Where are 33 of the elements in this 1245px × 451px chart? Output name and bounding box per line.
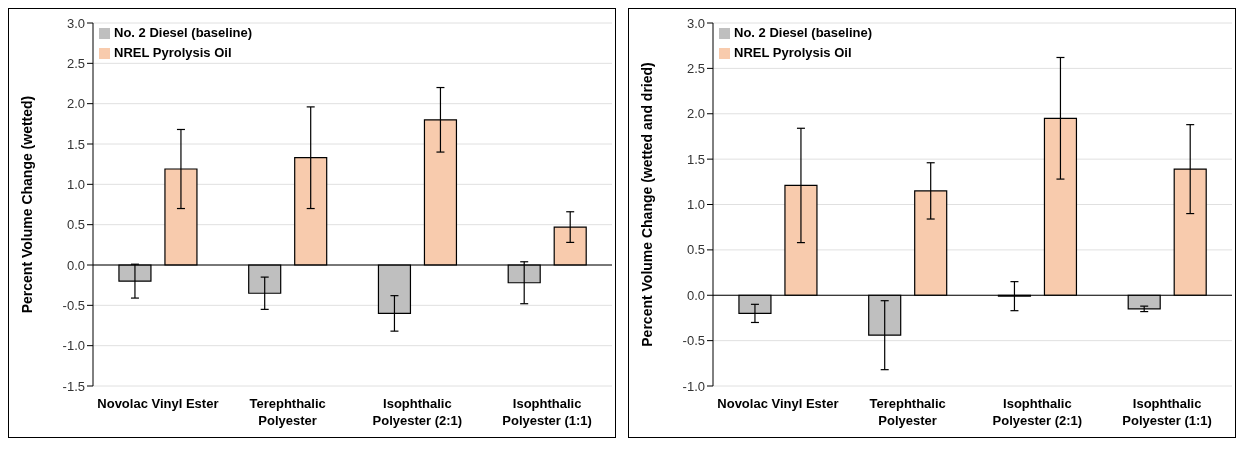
y-tick-label: -1.5 — [62, 378, 85, 394]
y-tick-label: 1.0 — [686, 197, 705, 213]
legend-label: No. 2 Diesel (baseline) — [734, 25, 872, 40]
y-tick-label: -0.5 — [62, 297, 85, 313]
y-axis-title: Percent Volume Change (wetted and dried) — [638, 62, 655, 347]
y-tick-label: 3.0 — [686, 15, 705, 31]
legend-label: NREL Pyrolysis Oil — [114, 45, 232, 60]
x-tick-label: Isophthalic Polyester (2:1) — [372, 396, 463, 428]
y-tick-label: 1.5 — [686, 151, 705, 167]
y-tick-label: 0.5 — [686, 242, 705, 258]
x-tick-label: Terephthalic Polyester — [249, 396, 326, 428]
y-tick-label: 2.5 — [66, 55, 85, 71]
y-tick-label: 2.5 — [686, 60, 705, 76]
x-tick-label: Novolac Vinyl Ester — [97, 396, 219, 411]
x-tick-label: Isophthalic Polyester (2:1) — [992, 396, 1083, 428]
y-tick-label: 2.0 — [66, 96, 85, 112]
y-tick-label: -0.5 — [682, 333, 705, 349]
y-tick-label: 0.0 — [66, 257, 85, 273]
y-tick-label: 0.5 — [66, 217, 85, 233]
y-tick-label: -1.0 — [682, 378, 705, 394]
x-tick-label: Isophthalic Polyester (1:1) — [1122, 396, 1212, 428]
y-tick-label: 0.0 — [686, 287, 705, 303]
legend-label: No. 2 Diesel (baseline) — [114, 25, 252, 40]
x-tick-label: Isophthalic Polyester (1:1) — [502, 396, 592, 428]
y-axis-title: Percent Volume Change (wetted) — [18, 95, 35, 314]
y-tick-label: -1.0 — [62, 338, 85, 354]
legend-label: NREL Pyrolysis Oil — [734, 45, 852, 60]
y-tick-label: 2.0 — [686, 106, 705, 122]
x-tick-label: Terephthalic Polyester — [869, 396, 946, 428]
y-tick-label: 3.0 — [66, 15, 85, 31]
y-tick-label: 1.0 — [66, 176, 85, 192]
x-tick-label: Novolac Vinyl Ester — [717, 396, 839, 411]
y-tick-label: 1.5 — [66, 136, 85, 152]
